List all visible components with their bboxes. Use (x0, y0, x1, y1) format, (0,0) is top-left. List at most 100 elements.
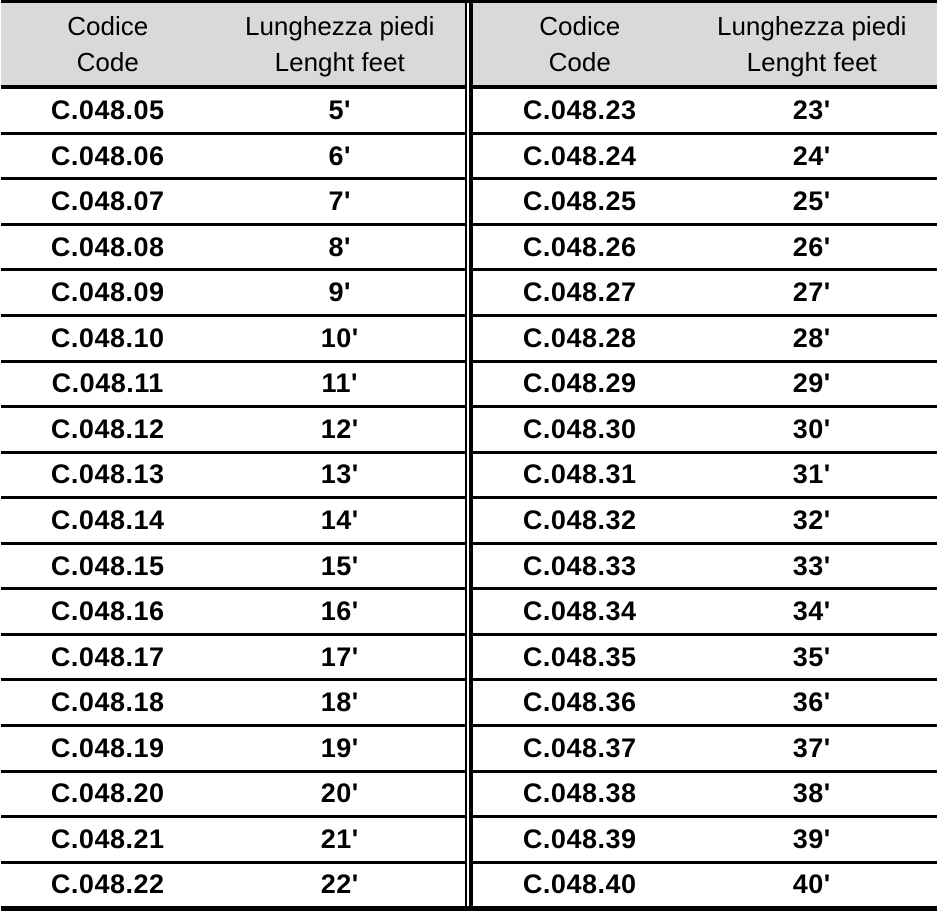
code-cell: C.048.15 (1, 543, 215, 591)
code-cell: C.048.14 (1, 497, 215, 545)
table-row: C.048.33 33' (473, 543, 937, 591)
table-row: C.048.23 23' (473, 87, 937, 135)
feet-cell: 22' (320, 869, 359, 900)
table-row: C.048.17 17' (1, 634, 465, 682)
spec-table-left-body: C.048.05 5' C.048.06 6' C.048.07 7' C.048.08 8'… (1, 87, 465, 906)
feet-cell: 25' (686, 178, 937, 226)
feet-cell: 30' (686, 406, 937, 454)
feet-cell: 6' (214, 133, 465, 181)
table-row: C.048.39 39' (473, 816, 937, 864)
table-row: C.048.34 34' (473, 588, 937, 636)
table-row: C.048.26 26' (473, 224, 937, 272)
code-cell: C.048.20 (1, 771, 215, 819)
code-cell: C.048.21 (1, 816, 215, 864)
code-cell: C.048.11 (1, 361, 215, 409)
code-cell: C.048.06 (1, 133, 215, 181)
feet-cell: 26' (686, 224, 937, 272)
feet-cell: 15' (214, 543, 465, 591)
code-cell: C.048.18 (1, 679, 215, 728)
length-column-header: Lunghezza piedi Lenght feet (686, 3, 937, 89)
code-cell: C.048.09 (1, 269, 215, 317)
feet-cell: 18' (214, 679, 465, 728)
feet-cell: 37' (686, 725, 937, 773)
header-row: Codice Code Lunghezza piedi Lenght feet (473, 3, 937, 89)
feet-cell: 17' (214, 634, 465, 682)
code-header-italian: Codice (67, 11, 149, 41)
feet-cell: 12' (214, 406, 465, 454)
table-row: C.048.19 19' (1, 725, 465, 773)
code-header-english: Code (76, 47, 139, 77)
feet-cell: 34' (686, 588, 937, 636)
code-cell: C.048.25 (473, 178, 687, 226)
table-row: C.048.10 10' (1, 315, 465, 363)
table-row: C.048.28 28' (473, 315, 937, 363)
length-header-english: Lenght feet (746, 47, 877, 77)
table-row: C.048.31 31' (473, 452, 937, 500)
table-row: C.048.05 5' (1, 87, 465, 135)
table-row: C.048.18 18' (1, 679, 465, 728)
code-cell: C.048.27 (473, 269, 687, 317)
table-row: C.048.09 9' (1, 269, 465, 317)
code-cell: C.048.24 (473, 133, 687, 181)
code-column-header: Codice Code (1, 3, 215, 89)
feet-cell: 40' (792, 869, 831, 900)
table-row: C.048.16 16' (1, 588, 465, 636)
table-row: C.048.27 27' (473, 269, 937, 317)
table-row: C.048.12 12' (1, 406, 465, 454)
code-cell: C.048.17 (1, 634, 215, 682)
code-cell: C.048.29 (473, 361, 687, 409)
code-cell: C.048.32 (473, 497, 687, 545)
table-row: C.048.37 37' (473, 725, 937, 773)
feet-cell: 5' (214, 87, 465, 135)
feet-cell: 24' (686, 133, 937, 181)
table-row: C.048.38 38' (473, 771, 937, 819)
table-row: C.048.11 11' (1, 361, 465, 409)
code-cell: C.048.39 (473, 816, 687, 864)
table-row: C.048.32 32' (473, 497, 937, 545)
spec-table-left: Codice Code Lunghezza piedi Lenght feet … (1, 3, 465, 906)
table-row: C.048.35 35' (473, 634, 937, 682)
table-row: C.048.15 15' (1, 543, 465, 591)
feet-cell: 16' (214, 588, 465, 636)
code-cell: C.048.31 (473, 452, 687, 500)
table-row: C.048.22 22' (1, 862, 465, 906)
code-cell: C.048.05 (1, 87, 215, 135)
feet-cell: 38' (686, 771, 937, 819)
feet-cell: 19' (214, 725, 465, 773)
feet-cell: 39' (686, 816, 937, 864)
code-cell: C.048.38 (473, 771, 687, 819)
code-cell: C.048.34 (473, 588, 687, 636)
table-row: C.048.20 20' (1, 771, 465, 819)
feet-cell: 9' (214, 269, 465, 317)
code-cell: C.048.36 (473, 679, 687, 728)
code-cell: C.048.07 (1, 178, 215, 226)
table-row: C.048.30 30' (473, 406, 937, 454)
feet-cell: 10' (214, 315, 465, 363)
table-row: C.048.40 40' (473, 862, 937, 906)
feet-cell: 14' (214, 497, 465, 545)
table-row: C.048.25 25' (473, 178, 937, 226)
spec-table-right-body: C.048.23 23' C.048.24 24' C.048.25 25' C.048.2… (473, 87, 937, 906)
column-divider (465, 3, 473, 906)
code-cell: C.048.33 (473, 543, 687, 591)
feet-cell: 31' (686, 452, 937, 500)
feet-cell: 33' (686, 543, 937, 591)
table-row: C.048.24 24' (473, 133, 937, 181)
code-cell: C.048.40 (522, 869, 637, 900)
feet-cell: 35' (686, 634, 937, 682)
feet-cell: 28' (686, 315, 937, 363)
table-row: C.048.21 21' (1, 816, 465, 864)
code-cell: C.048.26 (473, 224, 687, 272)
code-cell: C.048.30 (473, 406, 687, 454)
code-cell: C.048.13 (1, 452, 215, 500)
code-header-italian: Codice (539, 11, 621, 41)
table-row: C.048.08 8' (1, 224, 465, 272)
spec-table-right-half: Codice Code Lunghezza piedi Lenght feet … (473, 3, 937, 906)
length-header-italian: Lunghezza piedi (717, 11, 907, 41)
feet-cell: 7' (214, 178, 465, 226)
code-cell: C.048.08 (1, 224, 215, 272)
feet-cell: 27' (686, 269, 937, 317)
table-row: C.048.14 14' (1, 497, 465, 545)
